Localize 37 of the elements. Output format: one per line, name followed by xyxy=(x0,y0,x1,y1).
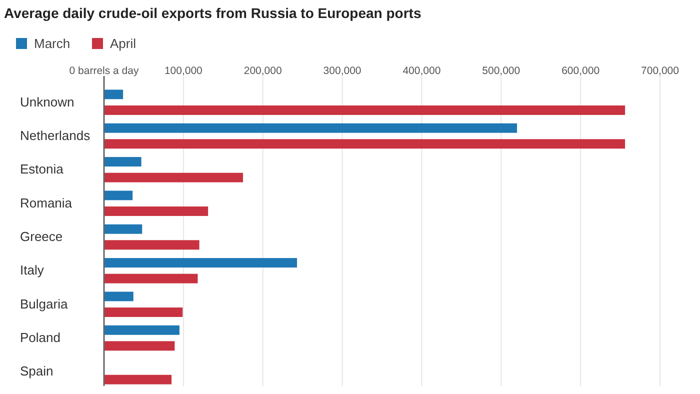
bar xyxy=(104,308,183,317)
x-tick-label: 100,000 xyxy=(164,65,203,77)
bar xyxy=(104,123,518,133)
x-tick-label: 300,000 xyxy=(323,65,362,77)
y-tick-label: Unknown xyxy=(20,94,74,110)
chart-title: Average daily crude-oil exports from Russia to European ports xyxy=(4,5,422,21)
y-tick-label: Romania xyxy=(20,195,73,210)
y-tick-label: Spain xyxy=(20,364,54,379)
bar xyxy=(104,240,200,250)
bar xyxy=(104,172,243,182)
bar xyxy=(104,157,142,166)
x-tick-label: 400,000 xyxy=(402,65,441,77)
y-tick-label: Estonia xyxy=(20,162,64,177)
x-tick-label: 500,000 xyxy=(482,65,520,77)
y-tick-label: Netherlands xyxy=(20,128,91,143)
bar xyxy=(104,139,626,149)
bar xyxy=(104,374,172,384)
legend-label: March xyxy=(34,36,70,51)
x-tick-label: 0 barrels a day xyxy=(69,65,140,77)
y-tick-label: Greece xyxy=(20,229,63,244)
bar xyxy=(104,274,198,284)
bar xyxy=(104,90,124,100)
y-tick-label: Italy xyxy=(20,262,44,278)
bar xyxy=(104,258,298,268)
bar xyxy=(104,292,134,302)
bar xyxy=(104,224,142,234)
y-tick-label: Bulgaria xyxy=(20,296,68,312)
x-tick-label: 700,000 xyxy=(641,65,680,77)
bar xyxy=(104,325,180,335)
bar xyxy=(104,206,208,216)
bar xyxy=(104,190,133,200)
y-tick-label: Poland xyxy=(20,330,60,346)
bar xyxy=(104,341,175,351)
legend-label: April xyxy=(110,36,136,51)
x-tick-label: 200,000 xyxy=(244,65,282,77)
bar xyxy=(104,105,626,115)
x-tick-label: 600,000 xyxy=(562,65,600,77)
